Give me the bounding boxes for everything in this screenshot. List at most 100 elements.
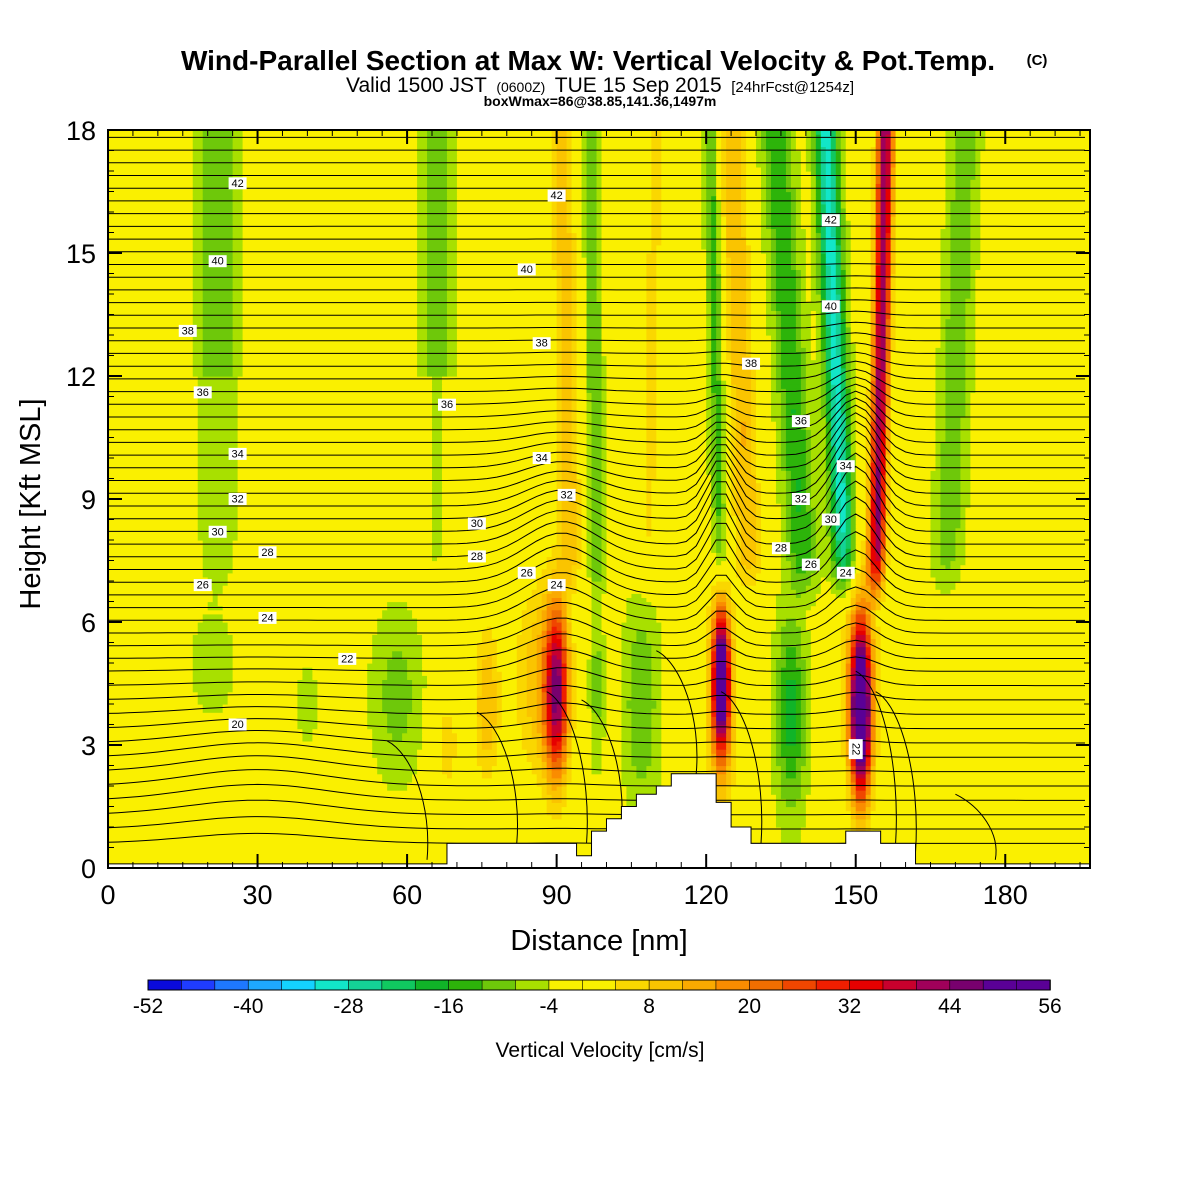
velocity-cell bbox=[546, 806, 563, 812]
velocity-cell bbox=[711, 667, 717, 672]
velocity-cell bbox=[656, 392, 707, 398]
velocity-cell bbox=[845, 720, 852, 726]
velocity-cell bbox=[711, 740, 717, 746]
velocity-cell bbox=[805, 617, 847, 623]
velocity-cell bbox=[476, 704, 498, 709]
velocity-cell bbox=[556, 474, 563, 480]
velocity-cell bbox=[561, 740, 568, 746]
velocity-cell bbox=[302, 728, 313, 734]
velocity-cell bbox=[870, 376, 877, 381]
velocity-cell bbox=[965, 396, 971, 402]
velocity-cell bbox=[850, 773, 857, 779]
velocity-cell bbox=[591, 769, 603, 775]
velocity-cell bbox=[108, 474, 199, 480]
velocity-cell bbox=[237, 437, 433, 443]
velocity-cell bbox=[870, 704, 877, 709]
velocity-cell bbox=[805, 794, 847, 799]
velocity-cell bbox=[551, 728, 563, 734]
velocity-cell bbox=[970, 433, 1090, 439]
velocity-cell bbox=[940, 548, 957, 553]
velocity-cell bbox=[646, 765, 662, 771]
velocity-cell bbox=[601, 421, 608, 426]
velocity-cell bbox=[451, 765, 483, 771]
velocity-cell bbox=[850, 704, 857, 709]
velocity-cell bbox=[516, 634, 533, 639]
velocity-cell bbox=[661, 658, 707, 664]
velocity-cell bbox=[780, 437, 787, 443]
velocity-cell bbox=[805, 433, 812, 439]
velocity-cell bbox=[496, 736, 523, 742]
velocity-cell bbox=[451, 728, 478, 734]
velocity-cell bbox=[840, 671, 847, 676]
velocity-cell bbox=[601, 572, 608, 578]
velocity-cell bbox=[785, 728, 797, 734]
velocity-cell bbox=[785, 458, 807, 463]
velocity-cell bbox=[202, 560, 234, 566]
velocity-cell bbox=[845, 429, 852, 434]
velocity-cell bbox=[456, 736, 478, 742]
velocity-cell bbox=[536, 585, 548, 590]
velocity-cell bbox=[601, 392, 608, 398]
velocity-cell bbox=[606, 654, 623, 660]
velocity-cell bbox=[726, 749, 732, 754]
velocity-cell bbox=[711, 503, 717, 508]
velocity-cell bbox=[576, 581, 593, 586]
velocity-cell bbox=[810, 732, 842, 738]
velocity-cell bbox=[481, 773, 493, 779]
velocity-cell bbox=[890, 347, 897, 352]
velocity-cell bbox=[476, 658, 483, 664]
velocity-cell bbox=[706, 429, 712, 434]
velocity-cell bbox=[407, 675, 428, 680]
velocity-cell bbox=[576, 679, 588, 685]
velocity-cell bbox=[422, 695, 478, 701]
velocity-cell bbox=[317, 687, 368, 693]
velocity-cell bbox=[945, 343, 966, 348]
velocity-cell bbox=[845, 441, 852, 447]
velocity-cell bbox=[456, 359, 558, 365]
velocity-cell bbox=[880, 732, 1090, 738]
velocity-cell bbox=[417, 371, 428, 377]
velocity-cell bbox=[491, 634, 518, 639]
velocity-cell bbox=[237, 523, 433, 529]
velocity-cell bbox=[880, 585, 887, 590]
velocity-cell bbox=[556, 396, 563, 402]
velocity-cell bbox=[945, 404, 966, 410]
velocity-cell bbox=[108, 810, 548, 816]
velocity-cell bbox=[865, 466, 872, 471]
velocity-cell bbox=[576, 363, 588, 369]
velocity-cell bbox=[805, 822, 852, 828]
velocity-cell bbox=[895, 343, 942, 348]
velocity-cell bbox=[108, 794, 543, 799]
velocity-cell bbox=[561, 527, 578, 533]
velocity-cell bbox=[726, 781, 732, 787]
velocity-cell bbox=[736, 400, 752, 406]
velocity-cell bbox=[815, 560, 832, 566]
velocity-cell bbox=[446, 367, 458, 373]
velocity-cell bbox=[237, 527, 433, 533]
velocity-cell bbox=[770, 704, 777, 709]
velocity-cell bbox=[441, 507, 558, 512]
velocity-cell bbox=[780, 650, 787, 656]
velocity-cell bbox=[880, 355, 887, 361]
velocity-cell bbox=[775, 753, 782, 758]
velocity-cell bbox=[890, 482, 932, 488]
velocity-cell bbox=[845, 757, 852, 762]
velocity-cell bbox=[800, 736, 807, 742]
velocity-cell bbox=[108, 679, 194, 685]
box-info: boxWmax=86@38.85,141.36,1497m bbox=[484, 93, 717, 109]
velocity-cell bbox=[646, 355, 657, 361]
velocity-cell bbox=[197, 511, 239, 516]
velocity-cell bbox=[960, 417, 971, 422]
velocity-cell bbox=[636, 630, 647, 635]
velocity-cell bbox=[845, 400, 852, 406]
velocity-cell bbox=[875, 642, 882, 648]
velocity-cell bbox=[736, 523, 742, 529]
velocity-cell bbox=[601, 453, 608, 459]
velocity-cell bbox=[412, 613, 523, 619]
velocity-cell bbox=[516, 691, 528, 697]
velocity-cell bbox=[546, 667, 553, 672]
velocity-cell bbox=[805, 478, 812, 484]
velocity-cell bbox=[935, 417, 947, 422]
velocity-cell bbox=[706, 412, 712, 418]
velocity-cell bbox=[955, 581, 1090, 586]
